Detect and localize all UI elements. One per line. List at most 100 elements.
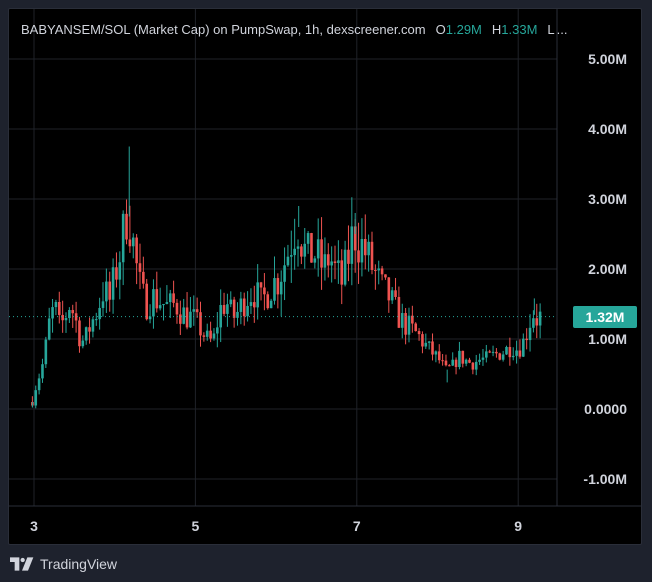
candle-body <box>172 293 175 303</box>
candle-body <box>370 241 374 270</box>
candle-body <box>293 248 296 256</box>
candle-body <box>495 351 498 354</box>
candle-body <box>491 351 495 353</box>
candle-body <box>192 309 196 312</box>
candle-body <box>538 311 542 326</box>
candle-body <box>266 294 270 309</box>
candle-body <box>273 278 276 301</box>
candle-body <box>222 305 226 314</box>
high-key: H <box>491 21 502 37</box>
candle-body <box>306 233 310 244</box>
candle-body <box>461 350 465 364</box>
candle-body <box>478 359 481 362</box>
candle-body <box>518 350 522 357</box>
tradingview-logo-icon <box>10 557 34 571</box>
candle-body <box>333 261 337 263</box>
y-tick-label: 5.00M <box>588 51 627 67</box>
x-tick-label: 5 <box>192 518 200 534</box>
candle-body <box>404 313 407 335</box>
chart-legend: BABYANSEM/SOL (Market Cap) on PumpSwap, … <box>21 19 568 39</box>
candle-body <box>44 339 48 365</box>
candle-body <box>145 283 149 320</box>
candle-body <box>115 267 118 280</box>
candle-body <box>451 359 454 366</box>
candle-body <box>390 290 394 301</box>
y-tick-label: 0.0000 <box>584 401 627 417</box>
candle-body <box>74 313 78 321</box>
price-chart[interactable]: 5.00M 4.00M 3.00M 2.00M 1.00M 0.0000 -1.00M 3 5 7… <box>9 9 641 544</box>
candle-body <box>296 246 300 249</box>
candle-body <box>468 359 471 363</box>
candle-body <box>313 258 317 263</box>
tradingview-brand[interactable]: TradingView <box>40 556 118 572</box>
candle-body <box>283 265 286 282</box>
symbol-title: BABYANSEM/SOL (Market Cap) on PumpSwap, … <box>21 21 426 37</box>
candle-body <box>253 302 256 308</box>
high-value: 1.33M <box>501 21 538 37</box>
candle-body <box>330 261 333 266</box>
candle-body <box>135 237 138 264</box>
candle-body <box>128 239 132 247</box>
y-tick-label: -1.00M <box>583 471 627 487</box>
candle-body <box>347 249 350 264</box>
candle-body <box>360 239 364 263</box>
candle-body <box>505 346 508 355</box>
candle-body <box>421 334 424 347</box>
candle-body <box>98 307 101 320</box>
candle-body <box>41 364 44 379</box>
y-tick-label: 2.00M <box>588 261 627 277</box>
chart-panel[interactable]: 5.00M 4.00M 3.00M 2.00M 1.00M 0.0000 -1.00M 3 5 7… <box>8 8 642 545</box>
candle-body <box>340 260 344 285</box>
candle-body <box>259 282 263 288</box>
candle-body <box>47 318 51 340</box>
candle-body <box>101 301 105 308</box>
candle-body <box>125 213 128 240</box>
candle-body <box>239 298 243 312</box>
candle-body <box>142 271 145 284</box>
candle-body <box>179 314 182 324</box>
candle-body <box>488 351 491 353</box>
candle-body <box>195 309 199 313</box>
candle-body <box>397 296 401 328</box>
candle-body <box>91 319 95 332</box>
candle-body <box>326 254 330 266</box>
x-tick-label: 3 <box>30 518 38 534</box>
candle-body <box>343 249 347 285</box>
candle-body <box>232 299 236 318</box>
candle-body <box>212 333 216 339</box>
candle-body <box>411 315 414 324</box>
open-key: O <box>435 21 446 37</box>
candle-body <box>168 293 172 303</box>
candle-body <box>105 281 108 302</box>
candle-body <box>427 341 431 343</box>
candle-body <box>152 289 155 317</box>
candle-body <box>279 281 283 295</box>
candle-body <box>316 239 320 259</box>
candle-body <box>64 317 68 321</box>
candle-body <box>350 226 354 264</box>
candle-body <box>323 254 327 268</box>
candle-body <box>481 357 485 360</box>
candle-body <box>525 338 528 341</box>
candle-body <box>414 323 418 332</box>
candle-body <box>508 346 512 358</box>
candle-body <box>249 302 253 306</box>
candle-body <box>189 311 192 328</box>
candle-body <box>155 289 159 309</box>
candle-body <box>380 268 384 275</box>
candle-body <box>434 351 438 355</box>
candle-body <box>337 260 340 263</box>
candle-body <box>367 241 370 256</box>
footer[interactable]: TradingView <box>10 553 117 575</box>
candle-body <box>424 342 428 347</box>
candle-body <box>71 310 75 314</box>
candle-body <box>118 262 122 280</box>
candle-body <box>175 302 179 315</box>
candle-body <box>61 314 64 321</box>
candle-body <box>263 287 266 295</box>
x-tick-label: 7 <box>353 518 361 534</box>
candle-body <box>431 341 434 355</box>
candle-body <box>51 307 54 319</box>
candle-body <box>216 327 219 334</box>
